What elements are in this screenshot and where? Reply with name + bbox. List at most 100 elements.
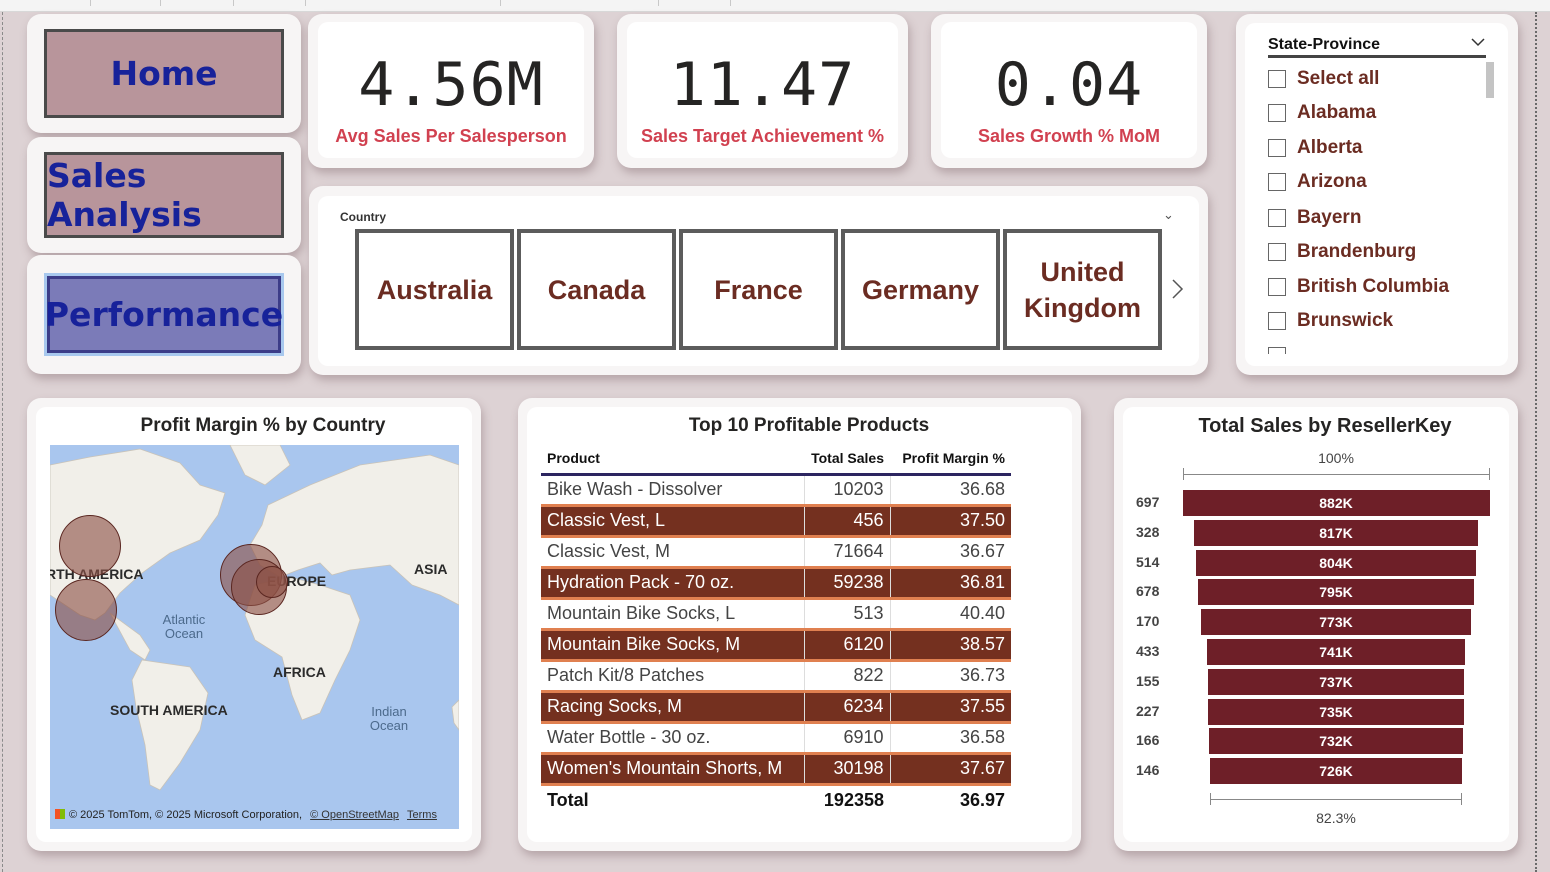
- checkbox[interactable]: [1268, 209, 1286, 227]
- table-row[interactable]: Women's Mountain Shorts, M 30198 37.67: [541, 751, 1011, 786]
- cell-product: Classic Vest, M: [541, 536, 805, 567]
- table-row[interactable]: Racing Socks, M 6234 37.55: [541, 689, 1011, 724]
- checkbox[interactable]: [1268, 278, 1286, 296]
- kpi-card-avg-sales: 4.56M Avg Sales Per Salesperson: [308, 14, 594, 168]
- state-option-alabama[interactable]: Alabama: [1268, 101, 1376, 125]
- state-option-alberta[interactable]: Alberta: [1268, 136, 1362, 160]
- column-header-total-sales[interactable]: Total Sales: [804, 443, 890, 476]
- funnel-bar[interactable]: 804K: [1196, 549, 1476, 576]
- funnel-bar[interactable]: 737K: [1207, 668, 1465, 695]
- cell-product: Hydration Pack - 70 oz.: [541, 565, 805, 600]
- state-slicer-scrollbar[interactable]: [1486, 62, 1494, 98]
- chevron-right-icon[interactable]: [1169, 274, 1185, 308]
- map-label-asia: ASIA: [414, 561, 448, 577]
- terms-link[interactable]: Terms: [407, 809, 437, 821]
- cell-total-sales: 513: [804, 598, 891, 629]
- country-tile-united-kingdom[interactable]: United Kingdom: [1003, 229, 1162, 350]
- funnel-bar-value-label: 726K: [1319, 763, 1353, 780]
- map-label-atlantic: Atlantic Ocean: [162, 612, 206, 641]
- column-header-product[interactable]: Product: [541, 443, 804, 476]
- checkbox[interactable]: [1268, 312, 1286, 330]
- cell-product: Water Bottle - 30 oz.: [541, 722, 805, 753]
- cell-product: Racing Socks, M: [541, 689, 805, 724]
- kpi-value: 4.56M: [358, 50, 544, 120]
- state-option-brandenburg[interactable]: Brandenburg: [1268, 240, 1416, 264]
- state-option-arizona[interactable]: Arizona: [1268, 170, 1367, 194]
- state-option-brunswick[interactable]: Brunswick: [1268, 309, 1393, 333]
- state-option-british-columbia[interactable]: British Columbia: [1268, 275, 1449, 299]
- map-label-indian: Indian Ocean: [369, 704, 409, 733]
- funnel-bar-value-label: 795K: [1319, 584, 1353, 601]
- checkbox[interactable]: [1268, 173, 1286, 191]
- chevron-down-icon[interactable]: [1470, 34, 1486, 53]
- funnel-category-label: 146: [1136, 762, 1160, 779]
- table-row[interactable]: Classic Vest, L 456 37.50: [541, 503, 1011, 538]
- cell-product: Bike Wash - Dissolver: [541, 474, 805, 505]
- cell-profit-margin: 37.55: [890, 689, 1011, 724]
- checkbox[interactable]: [1268, 139, 1286, 157]
- funnel-category-label: 170: [1136, 613, 1160, 630]
- funnel-bar-value-label: 737K: [1319, 673, 1353, 690]
- funnel-chart-title: Total Sales by ResellerKey: [1198, 415, 1452, 437]
- state-option-partial[interactable]: [1268, 344, 1297, 354]
- column-header-profit-margin[interactable]: Profit Margin %: [890, 443, 1011, 476]
- state-option-bayern[interactable]: Bayern: [1268, 206, 1361, 230]
- kpi-value: 11.47: [669, 50, 856, 120]
- cell-profit-margin: 37.50: [890, 503, 1011, 538]
- cell-total-sales: 30198: [804, 751, 891, 786]
- map-bubble-canada[interactable]: [59, 515, 121, 577]
- profit-margin-map[interactable]: RTH AMERICA EUROPE ASIA AFRICA SOUTH AME…: [50, 445, 459, 829]
- table-row[interactable]: Hydration Pack - 70 oz. 59238 36.81: [541, 565, 1011, 600]
- map-label-south-america: SOUTH AMERICA: [110, 702, 228, 718]
- funnel-bar[interactable]: 735K: [1208, 698, 1464, 725]
- table-row[interactable]: Bike Wash - Dissolver 10203 36.68: [541, 474, 1011, 505]
- funnel-bar[interactable]: 732K: [1208, 728, 1464, 755]
- table-row[interactable]: Patch Kit/8 Patches 822 36.73: [541, 660, 1011, 691]
- funnel-bar[interactable]: 795K: [1197, 579, 1475, 606]
- country-tile-germany[interactable]: Germany: [841, 229, 1000, 350]
- cell-total-sales: 6234: [804, 689, 891, 724]
- funnel-bar[interactable]: 882K: [1182, 490, 1490, 516]
- table-row[interactable]: Classic Vest, M 71664 36.67: [541, 536, 1011, 567]
- cell-total-profit-margin: 36.97: [890, 782, 1011, 816]
- top-strip: [0, 0, 1550, 12]
- sales-analysis-button[interactable]: Sales Analysis: [44, 152, 284, 238]
- cell-total-sales: 456: [804, 503, 891, 538]
- table-row[interactable]: Water Bottle - 30 oz. 6910 36.58: [541, 722, 1011, 753]
- funnel-category-label: 697: [1136, 494, 1160, 510]
- state-option-select-all[interactable]: Select all: [1268, 67, 1379, 91]
- table-total-row: Total 192358 36.97: [541, 782, 1011, 816]
- funnel-bar-value-label: 735K: [1319, 703, 1353, 720]
- map-bubble-germany[interactable]: [256, 566, 288, 598]
- country-tile-australia[interactable]: Australia: [355, 229, 514, 350]
- checkbox[interactable]: [1268, 70, 1286, 88]
- kpi-value: 0.04: [994, 50, 1144, 120]
- checkbox[interactable]: [1268, 243, 1286, 261]
- cell-profit-margin: 36.81: [890, 565, 1011, 600]
- map-bubble-united-states[interactable]: [55, 579, 117, 641]
- performance-button[interactable]: Performance: [45, 276, 283, 353]
- cell-profit-margin: 36.68: [959, 479, 1005, 499]
- funnel-category-label: 678: [1136, 583, 1160, 600]
- checkbox[interactable]: [1268, 347, 1286, 354]
- cell-profit-margin: 36.58: [959, 727, 1005, 747]
- map-title: Profit Margin % by Country: [140, 415, 386, 436]
- country-tile-canada[interactable]: Canada: [517, 229, 676, 350]
- table-row[interactable]: Mountain Bike Socks, L 513 40.40: [541, 598, 1011, 629]
- funnel-bar[interactable]: 741K: [1207, 639, 1465, 665]
- openstreetmap-link[interactable]: © OpenStreetMap: [310, 809, 399, 821]
- funnel-bar[interactable]: 773K: [1201, 609, 1471, 636]
- funnel-category-label: 514: [1136, 553, 1160, 570]
- funnel-bar[interactable]: 726K: [1209, 758, 1463, 785]
- map-copyright: © 2025 TomTom, © 2025 Microsoft Corporat…: [55, 809, 437, 821]
- funnel-bar[interactable]: 817K: [1193, 519, 1479, 546]
- country-tile-france[interactable]: France: [679, 229, 838, 350]
- page-border-right: [1535, 12, 1537, 872]
- cell-product: Mountain Bike Socks, L: [541, 598, 805, 629]
- home-button[interactable]: Home: [44, 29, 284, 118]
- chevron-down-icon[interactable]: ⌄: [1163, 208, 1174, 223]
- cell-profit-margin: 38.57: [890, 627, 1011, 662]
- funnel-bottom-bracket-tick: [1461, 793, 1463, 805]
- checkbox[interactable]: [1268, 104, 1286, 122]
- table-row[interactable]: Mountain Bike Socks, M 6120 38.57: [541, 627, 1011, 662]
